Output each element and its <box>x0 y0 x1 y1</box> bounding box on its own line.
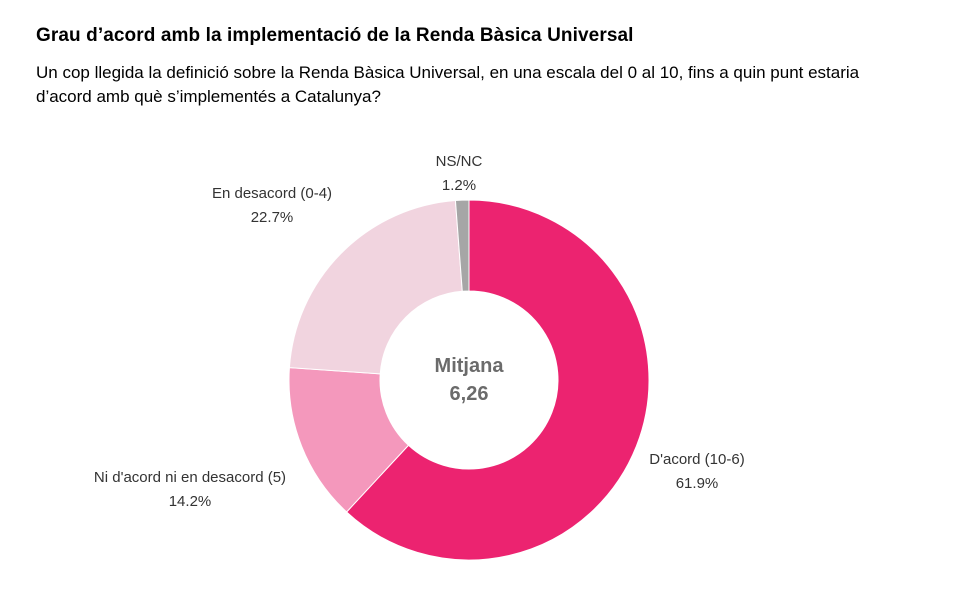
slice-label-3: En desacord (0-4) <box>212 185 332 202</box>
center-label-title: Mitjana <box>435 355 505 377</box>
donut-slice-3 <box>288 199 463 375</box>
slice-value-label-1: 61.9% <box>676 475 719 492</box>
slice-value-label-3: 22.7% <box>251 209 294 226</box>
slice-label-2: Ni d'acord ni en desacord (5) <box>94 469 286 486</box>
slice-value-label-4: 1.2% <box>442 177 476 194</box>
chart-subtitle: Un cop llegida la definició sobre la Ren… <box>36 63 860 106</box>
slice-value-label-2: 14.2% <box>169 493 212 510</box>
donut-slice-4 <box>454 199 470 292</box>
slice-label-1: D'acord (10-6) <box>649 451 744 468</box>
center-label-value: 6,26 <box>450 383 489 405</box>
slice-label-4: NS/NC <box>436 153 483 170</box>
chart-title: Grau d’acord amb la implementació de la … <box>36 25 634 46</box>
donut-slice-1 <box>345 199 650 561</box>
